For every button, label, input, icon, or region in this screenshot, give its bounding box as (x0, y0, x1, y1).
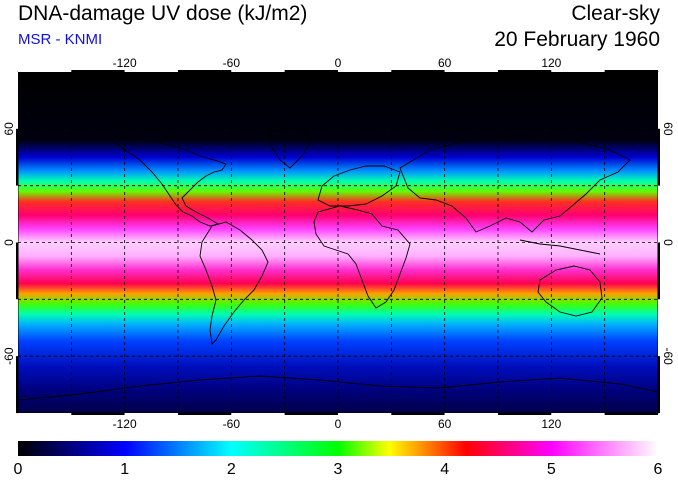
frame-tick-right (658, 128, 660, 186)
frame-tick-bottom (124, 413, 178, 415)
frame-tick-left (16, 185, 18, 243)
south-america-outline (199, 221, 269, 345)
frame-tick-bottom (284, 413, 338, 415)
antarctica-outline (18, 375, 658, 401)
frame-tick-left (16, 72, 18, 129)
lon-tick-label-top: 0 (335, 56, 342, 70)
lon-tick-labels-top: -120 -60 0 60 120 (113, 56, 562, 70)
australia-outline (537, 265, 603, 317)
colorbar-label: 5 (547, 461, 556, 478)
coastlines (18, 127, 658, 401)
frame-tick-top (551, 70, 605, 72)
colorbar (18, 441, 658, 456)
europe-outline (317, 165, 401, 207)
frame-tick-left (16, 128, 18, 186)
map-title: DNA-damage UV dose (kJ/m2) (18, 2, 308, 25)
frame-tick-right (658, 185, 660, 243)
frame-tick-bottom (391, 413, 445, 415)
lat-tick-labels-left: 60 0 -60 (2, 122, 16, 365)
frame-tick-top (124, 70, 178, 72)
frame-tick-top (18, 70, 72, 72)
frame-tick-top (444, 70, 498, 72)
frame-tick-left (16, 356, 18, 413)
north-america-outline (108, 137, 227, 227)
frame-tick-bottom (498, 413, 552, 415)
africa-outline (313, 205, 411, 309)
lat-tick-labels-right: 60 0 -60 (661, 122, 675, 365)
frame-tick-top (231, 70, 285, 72)
colorbar-label: 0 (14, 461, 23, 478)
lat-tick-label-right: 60 (661, 122, 675, 136)
frame-tick-bottom (71, 413, 125, 415)
lon-tick-label-top: -60 (223, 56, 241, 70)
frame-tick-top (391, 70, 445, 72)
lon-tick-label-top: 120 (541, 56, 561, 70)
colorbar-label: 6 (654, 461, 663, 478)
lon-tick-labels-bottom: -120 -60 0 60 120 (113, 417, 562, 431)
colorbar-label: 3 (334, 461, 343, 478)
frame-tick-bottom (178, 413, 232, 415)
lat-tick-label-left: 60 (2, 122, 16, 136)
frame-tick-bottom (18, 413, 72, 415)
colorbar-label: 1 (120, 461, 129, 478)
lon-tick-label-bottom: -120 (113, 417, 137, 431)
frame-tick-right (658, 72, 660, 129)
sky-condition-label: Clear-sky (571, 2, 660, 25)
frame-tick-bottom (551, 413, 605, 415)
frame-tick-top (338, 70, 392, 72)
frame-tick-top (604, 70, 658, 72)
graticule (18, 72, 658, 413)
colorbar-labels: 0 1 2 3 4 5 6 (14, 461, 663, 478)
frame-tick-left (16, 242, 18, 300)
frame-tick-bottom (444, 413, 498, 415)
lon-tick-label-top: -120 (113, 56, 137, 70)
source-label: MSR - KNMI (18, 31, 103, 48)
indonesia-outline (519, 239, 601, 255)
frame-tick-bottom (604, 413, 658, 415)
greenland-outline (267, 127, 313, 169)
lat-tick-label-left: -60 (2, 347, 16, 365)
frame-tick-right (658, 299, 660, 357)
lat-tick-label-right: 0 (661, 239, 675, 246)
lon-tick-label-bottom: 120 (541, 417, 561, 431)
lat-tick-label-left: 0 (2, 239, 16, 246)
frame-tick-right (658, 242, 660, 300)
lat-tick-label-right: -60 (661, 347, 675, 365)
date-label: 20 February 1960 (494, 28, 660, 51)
lon-tick-label-bottom: 0 (335, 417, 342, 431)
asia-outline (399, 135, 631, 233)
colorbar-label: 2 (227, 461, 236, 478)
lon-tick-label-bottom: -60 (223, 417, 241, 431)
lon-tick-label-top: 60 (438, 56, 452, 70)
lon-tick-label-bottom: 60 (438, 417, 452, 431)
frame-tick-bottom (338, 413, 392, 415)
frame-tick-top (71, 70, 125, 72)
colorbar-label: 4 (440, 461, 449, 478)
frame-tick-top (498, 70, 552, 72)
frame-tick-left (16, 299, 18, 357)
frame-tick-right (658, 356, 660, 413)
frame-tick-top (178, 70, 232, 72)
frame-tick-top (284, 70, 338, 72)
frame-tick-bottom (231, 413, 285, 415)
